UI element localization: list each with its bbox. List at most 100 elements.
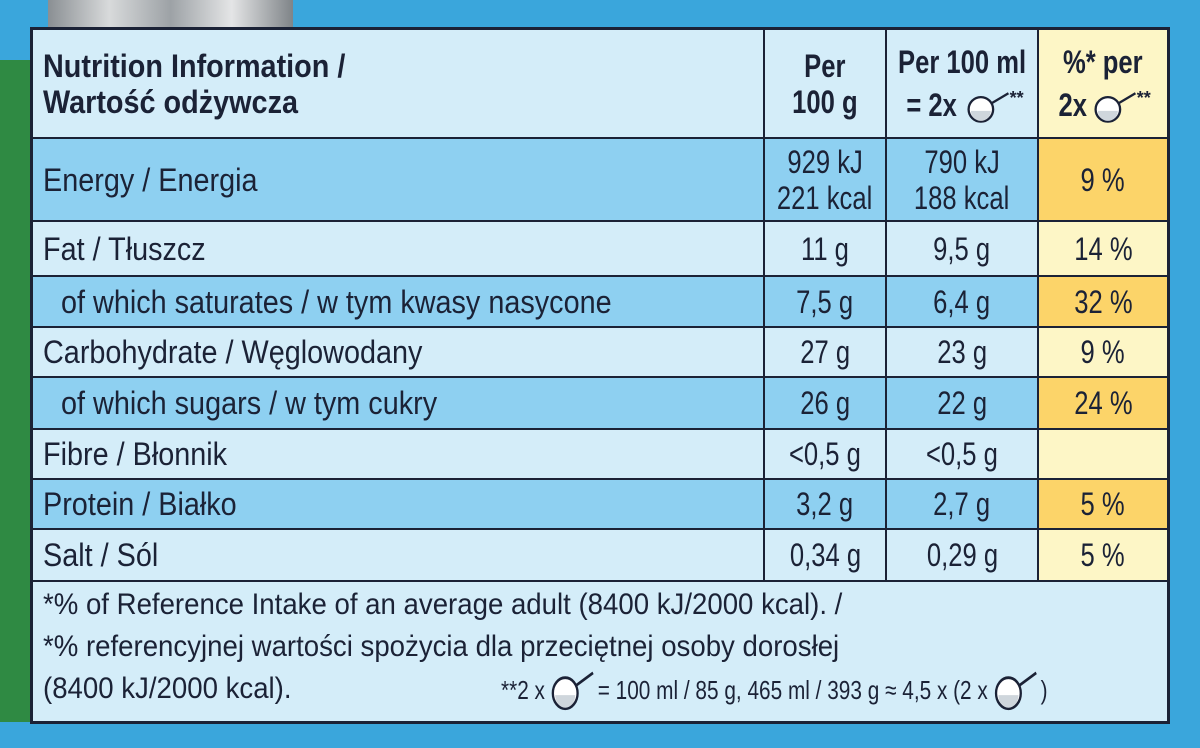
ri-cell: 5 % — [1039, 480, 1167, 530]
ri-value-text: 9 % — [1080, 161, 1126, 198]
header-per100g-line: Per — [799, 48, 851, 84]
per100g-cell: <0,5 g — [765, 430, 887, 480]
row-label-text: of which sugars / w tym cukry — [61, 385, 479, 421]
header-footnote-mark: ** — [1009, 87, 1024, 108]
footer-line: *% of Reference Intake of an average adu… — [43, 588, 912, 622]
per100ml-value: 0,29 g — [918, 537, 1007, 573]
per100g-value: 929 kJ — [778, 144, 872, 180]
per100ml-cell: 0,29 g — [887, 530, 1039, 582]
header-per100ml-line: = 2x ** — [900, 80, 1024, 123]
row-label-text-text: of which sugars / w tym cukry — [61, 385, 438, 421]
row-label-text-text: Fibre / Błonnik — [43, 436, 228, 472]
footer-line: (8400 kJ/2000 kcal). — [43, 672, 313, 706]
row-label-text-text: of which saturates / w tym kwasy nasycon… — [61, 283, 612, 320]
row-label-text: Fat / Tłuszcz — [43, 231, 224, 267]
serving-note-text: = 100 ml / 85 g, 465 ml / 393 g ≈ 4,5 x … — [597, 674, 988, 705]
ri-value: 9 % — [1075, 334, 1130, 370]
photo-strip — [48, 0, 293, 30]
header-per100g: Per 100 g — [765, 30, 887, 139]
row-label: Fat / Tłuszcz — [33, 222, 765, 277]
per100g-cell: 26 g — [765, 378, 887, 430]
green-strip — [0, 60, 34, 722]
header-ri-line: %* per — [1053, 44, 1153, 80]
serving-note: **2 x = 100 ml / 85 g, 465 ml / 393 g ≈ 4… — [501, 670, 1048, 711]
row-label-text: Fibre / Błonnik — [43, 436, 248, 472]
row-label-text-text: Fat / Tłuszcz — [43, 230, 206, 267]
ri-cell: 32 % — [1039, 277, 1167, 328]
per100g-cell: 3,2 g — [765, 480, 887, 530]
row-label-text: Protein / Białko — [43, 486, 258, 522]
ri-value-text: 9 % — [1080, 334, 1126, 370]
ri-value-text: 14 % — [1073, 230, 1133, 267]
footer-line-text: (8400 kJ/2000 kcal). — [43, 672, 292, 705]
ri-value-text: 32 % — [1073, 283, 1133, 320]
per100g-cell: 7,5 g — [765, 277, 887, 328]
per100ml-value-text: 2,7 g — [933, 486, 991, 522]
ri-value-text: 24 % — [1073, 385, 1133, 421]
per100ml-cell: 9,5 g — [887, 222, 1039, 277]
row-label: of which sugars / w tym cukry — [33, 378, 765, 430]
ri-cell: 5 % — [1039, 530, 1167, 582]
header-per100g-line: 100 g — [784, 84, 866, 120]
header-label-line-text: Wartość odżywcza — [43, 83, 298, 120]
per100ml-value-text: 790 kJ — [924, 143, 1000, 180]
row-label: Energy / Energia — [33, 139, 765, 222]
per100g-value: 11 g — [795, 231, 855, 267]
ri-cell: 9 % — [1039, 328, 1167, 378]
row-label-text: Carbohydrate / Węglowodany — [43, 334, 465, 370]
ri-cell: 9 % — [1039, 139, 1167, 222]
row-label: Protein / Białko — [33, 480, 765, 530]
ri-value: 14 % — [1067, 231, 1140, 267]
header-footnote-mark: ** — [1136, 87, 1151, 108]
per100g-value-text: 3,2 g — [796, 486, 854, 522]
per100g-value: <0,5 g — [780, 436, 870, 472]
row-label-text-text: Protein / Białko — [43, 486, 237, 522]
per100ml-cell: 2,7 g — [887, 480, 1039, 530]
per100g-value: 27 g — [794, 334, 856, 370]
per100ml-value-text: 23 g — [937, 334, 987, 370]
per100g-cell: 11 g — [765, 222, 887, 277]
header-label: Nutrition Information / Wartość odżywcza — [33, 30, 765, 139]
header-ri: %* per 2x ** — [1039, 30, 1167, 139]
footer-line: *% referencyjnej wartości spożycia dla p… — [43, 630, 908, 664]
header-per100ml-line: Per 100 ml — [887, 43, 1037, 80]
spoon-icon — [994, 671, 1037, 711]
ri-value: 5 % — [1075, 537, 1130, 573]
header-per100ml-line-text: Per 100 ml — [897, 43, 1027, 80]
header-ri-line-text: 2x — [1058, 86, 1088, 123]
per100g-value: 26 g — [794, 385, 856, 421]
serving-note-text: ) — [1040, 674, 1048, 705]
per100ml-value-text: 188 kcal — [914, 179, 1010, 216]
per100ml-value-text: <0,5 g — [926, 436, 998, 472]
ri-cell: 14 % — [1039, 222, 1167, 277]
row-label: Carbohydrate / Węglowodany — [33, 328, 765, 378]
row-label-text: Salt / Sól — [43, 537, 171, 573]
per100g-value-text: 11 g — [801, 230, 849, 267]
per100ml-value: 790 kJ — [915, 144, 1009, 180]
footer-line-text: *% referencyjnej wartości spożycia dla p… — [43, 630, 840, 663]
per100ml-value: 22 g — [931, 385, 993, 421]
footer-line-text: *% of Reference Intake of an average adu… — [43, 588, 843, 621]
per100g-cell: 27 g — [765, 328, 887, 378]
per100g-value-text: 7,5 g — [796, 283, 854, 320]
per100ml-value-text: 6,4 g — [933, 283, 991, 320]
per100ml-value: 2,7 g — [926, 486, 997, 522]
row-label: of which saturates / w tym kwasy nasycon… — [33, 277, 765, 328]
spoon-icon — [1094, 92, 1136, 123]
spoon-icon — [551, 671, 594, 711]
header-label-line: Nutrition Information / — [43, 48, 379, 84]
per100ml-value: 23 g — [931, 334, 993, 370]
row-label: Fibre / Błonnik — [33, 430, 765, 480]
ri-value: 24 % — [1067, 385, 1140, 421]
ri-value-text: 5 % — [1080, 486, 1126, 522]
row-label-text-text: Carbohydrate / Węglowodany — [43, 334, 423, 370]
per100ml-value-text: 22 g — [937, 385, 987, 421]
per100g-value-text: 27 g — [800, 334, 850, 370]
per100ml-cell: 790 kJ 188 kcal — [887, 139, 1039, 222]
per100ml-value: 188 kcal — [902, 180, 1021, 216]
header-per100g-line-text: 100 g — [792, 83, 858, 120]
footer: *% of Reference Intake of an average adu… — [33, 582, 1167, 721]
per100ml-value-text: 0,29 g — [926, 537, 998, 573]
row-label: Salt / Sól — [33, 530, 765, 582]
per100g-cell: 0,34 g — [765, 530, 887, 582]
